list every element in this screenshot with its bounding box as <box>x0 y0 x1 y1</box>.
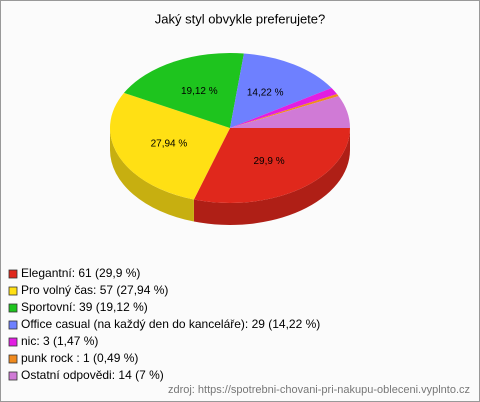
chart-title: Jaký styl obvykle preferujete? <box>155 11 326 26</box>
legend-swatch <box>8 269 18 279</box>
pie-slice <box>123 52 244 128</box>
data-label: 29,9 % <box>253 156 284 167</box>
pie-slice <box>230 96 350 128</box>
legend-label: Elegantní: 61 (29,9 %) <box>21 266 140 280</box>
pie-slice <box>110 92 230 200</box>
legend-swatch <box>8 354 18 364</box>
legend-label: Ostatní odpovědi: 14 (7 %) <box>21 368 164 382</box>
pie-slice <box>230 53 332 128</box>
data-label: 14,22 % <box>247 88 284 99</box>
data-label: 27,94 % <box>151 138 188 149</box>
legend-swatch <box>8 303 18 313</box>
legend-label: Pro volný čas: 57 (27,94 %) <box>21 283 168 297</box>
legend-label: Sportovní: 39 (19,12 %) <box>21 300 148 314</box>
data-label: 19,12 % <box>181 86 218 97</box>
legend-swatch <box>8 337 18 347</box>
legend-label: Office casual (na každý den do kanceláře… <box>21 317 320 331</box>
pie-slice-side <box>193 128 350 225</box>
legend-swatch <box>8 320 18 330</box>
pie-slice <box>193 128 350 203</box>
source: zdroj: https://spotrebni-chovani-pri-nak… <box>168 384 470 396</box>
legend-label: punk rock : 1 (0,49 %) <box>21 351 138 365</box>
legend-swatch <box>8 371 18 381</box>
legend-label: nic: 3 (1,47 %) <box>21 334 98 348</box>
pie-slice <box>230 88 337 128</box>
legend-swatch <box>8 286 18 296</box>
pie-slice-side <box>110 128 194 222</box>
pie-slice <box>230 94 339 128</box>
